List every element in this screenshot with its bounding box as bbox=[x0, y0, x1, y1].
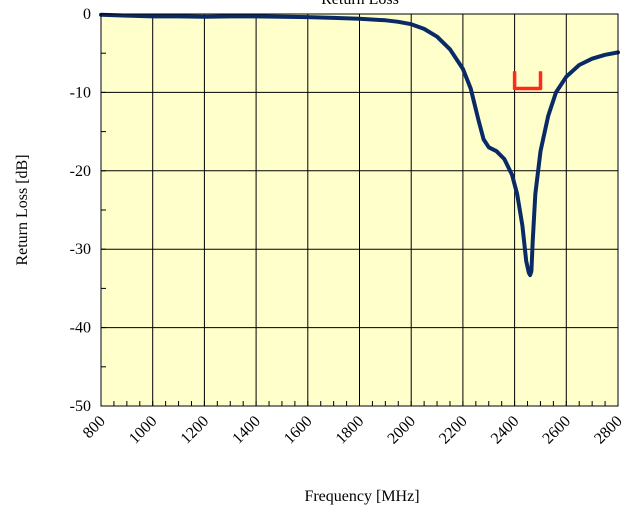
x-tick-label: 2400 bbox=[488, 413, 523, 448]
y-tick-labels: 0 -10 -20 -30 -40 -50 bbox=[70, 6, 91, 415]
y-tick-label: -40 bbox=[70, 320, 91, 337]
x-tick-label: 2000 bbox=[384, 413, 419, 448]
data-series bbox=[99, 12, 620, 278]
y-tick-label: -10 bbox=[70, 84, 91, 101]
x-tick-label: 1000 bbox=[126, 413, 161, 448]
y-tick-label: -50 bbox=[70, 398, 91, 415]
plot-border bbox=[100, 13, 619, 407]
y-axis-title: Return Loss [dB] bbox=[14, 154, 31, 265]
x-tick-label: 2200 bbox=[436, 413, 471, 448]
y-tick-label: -20 bbox=[70, 163, 91, 180]
x-tick-label: 2800 bbox=[591, 413, 626, 448]
x-tick-label: 1200 bbox=[178, 413, 213, 448]
x-axis-title: Frequency [MHz] bbox=[304, 488, 419, 505]
chart-title: Return Loss bbox=[321, 0, 399, 8]
band-marker bbox=[512, 71, 543, 91]
x-tick-label: 1800 bbox=[333, 413, 368, 448]
x-tick-label: 1600 bbox=[281, 413, 316, 448]
x-tick-label: 1400 bbox=[229, 413, 264, 448]
x-tick-labels: 800 1000 1200 1400 1600 1800 2000 2200 2400 2600 2… bbox=[80, 413, 626, 448]
y-tick-label: 0 bbox=[83, 6, 91, 23]
return-loss-curve bbox=[99, 12, 620, 278]
x-tick-label: 800 bbox=[80, 413, 109, 442]
y-tick-label: -30 bbox=[70, 241, 91, 258]
x-tick-label: 2600 bbox=[539, 413, 574, 448]
